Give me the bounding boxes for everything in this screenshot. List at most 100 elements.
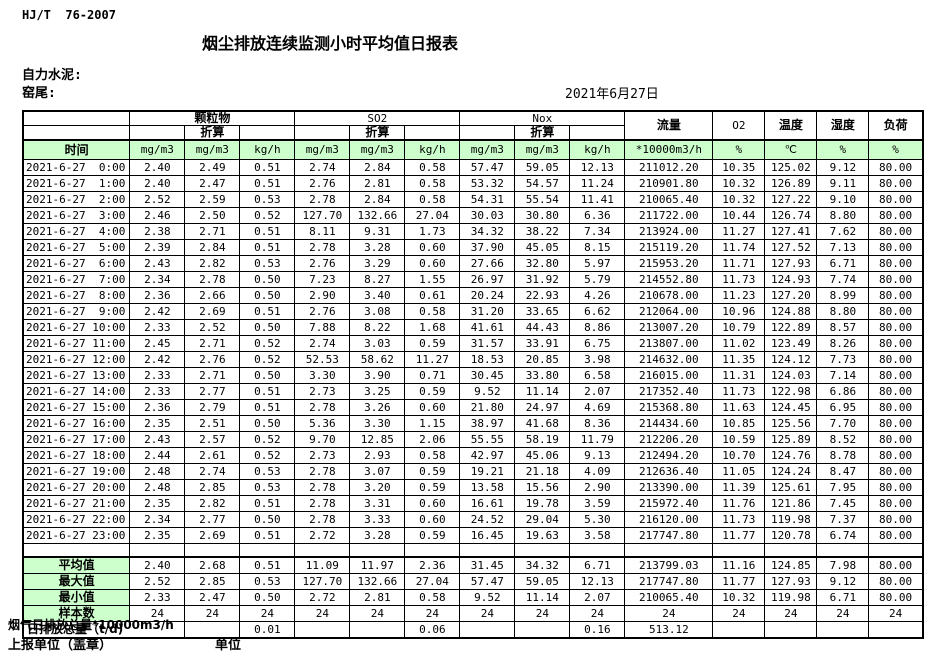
value-cell: 119.98 [764, 511, 818, 529]
value-cell: 127.22 [764, 191, 818, 209]
value-cell: 80.00 [868, 495, 924, 513]
value-cell: 24.97 [514, 399, 571, 417]
value-cell: 10.85 [712, 415, 766, 433]
value-cell: 41.68 [514, 415, 571, 433]
value-cell: 8.27 [349, 271, 406, 289]
value-cell: 11.27 [712, 223, 766, 241]
value-cell: 2.77 [184, 511, 241, 529]
empty-cell [22, 125, 131, 141]
unit-cell: mg/m3 [294, 139, 351, 161]
value-cell: 33.65 [514, 303, 571, 321]
daily-total-cell [294, 621, 351, 639]
value-cell: 0.61 [404, 287, 461, 305]
value-cell: 2.51 [184, 415, 241, 433]
value-cell: 121.86 [764, 495, 818, 513]
value-cell: 22.93 [514, 287, 571, 305]
value-cell: 2.46 [129, 207, 186, 225]
value-cell: 3.28 [349, 239, 406, 257]
daily-total-cell: 0.16 [569, 621, 626, 639]
time-cell: 2021-6-27 5:00 [22, 239, 131, 257]
unit-cell: kg/h [569, 139, 626, 161]
value-cell: 3.25 [349, 383, 406, 401]
empty-cell [404, 125, 461, 141]
value-cell: 15.56 [514, 479, 571, 497]
value-cell: 2.78 [294, 495, 351, 513]
time-cell: 2021-6-27 13:00 [22, 367, 131, 385]
time-cell: 2021-6-27 17:00 [22, 431, 131, 449]
value-cell: 2.90 [569, 479, 626, 497]
value-cell: 2.33 [129, 319, 186, 337]
value-cell: 124.88 [764, 303, 818, 321]
table-row: 2021-6-27 18:00 2.44 2.61 0.52 2.73 2.93 0.58 4… [22, 447, 924, 465]
value-cell: 9.13 [569, 447, 626, 465]
value-cell: 1.73 [404, 223, 461, 241]
company-name: 自力水泥: [22, 68, 82, 83]
value-cell: 57.47 [459, 159, 516, 177]
value-cell: 2.33 [129, 383, 186, 401]
value-cell: 2.48 [129, 463, 186, 481]
converted-label-nox: 折算 [514, 125, 571, 141]
summary-value-cell: 0.53 [239, 573, 296, 591]
header-o2: O2 [712, 110, 766, 141]
value-cell: 80.00 [868, 447, 924, 465]
value-cell: 80.00 [868, 223, 924, 241]
table-row: 2021-6-27 17:00 2.43 2.57 0.52 9.70 12.85 2.06… [22, 431, 924, 449]
location-name: 窑尾: [22, 86, 56, 101]
summary-value-cell: 24 [349, 605, 406, 623]
value-cell: 11.24 [569, 175, 626, 193]
value-cell: 2.39 [129, 239, 186, 257]
value-cell: 80.00 [868, 431, 924, 449]
value-cell: 44.43 [514, 319, 571, 337]
value-cell: 0.58 [404, 303, 461, 321]
table-row: 2021-6-27 12:00 2.42 2.76 0.52 52.53 58.62 11.… [22, 351, 924, 369]
summary-value-cell: 24 [459, 605, 516, 623]
group-particulate: 颗粒物 [129, 110, 296, 127]
value-cell: 7.13 [816, 239, 870, 257]
value-cell: 21.80 [459, 399, 516, 417]
value-cell: 9.10 [816, 191, 870, 209]
value-cell: 2.78 [294, 479, 351, 497]
value-cell: 80.00 [868, 175, 924, 193]
empty-cell [764, 543, 818, 558]
unit-cell: mg/m3 [184, 139, 241, 161]
summary-value-cell: 2.81 [349, 589, 406, 607]
value-cell: 5.30 [569, 511, 626, 529]
value-cell: 2.42 [129, 303, 186, 321]
empty-cell [294, 125, 351, 141]
value-cell: 210901.80 [624, 175, 714, 193]
value-cell: 2.71 [184, 367, 241, 385]
summary-label: 平均值 [22, 556, 131, 575]
time-cell: 2021-6-27 16:00 [22, 415, 131, 433]
table-row: 2021-6-27 16:00 2.35 2.51 0.50 5.36 3.30 1.15 3… [22, 415, 924, 433]
value-cell: 45.05 [514, 239, 571, 257]
value-cell: 10.32 [712, 175, 766, 193]
group-header-row: 颗粒物 SO2 Nox 流量 O2 温度 湿度 负荷 [22, 110, 924, 141]
summary-value-cell: 59.05 [514, 573, 571, 591]
summary-value-cell: 24 [624, 605, 714, 623]
value-cell: 0.59 [404, 527, 461, 545]
value-cell: 8.99 [816, 287, 870, 305]
unit-cell: % [816, 139, 870, 161]
value-cell: 52.53 [294, 351, 351, 369]
table-row: 2021-6-27 0:00 2.40 2.49 0.51 2.74 2.84 0.58 57… [22, 159, 924, 177]
value-cell: 8.57 [816, 319, 870, 337]
unit-cell: *10000m3/h [624, 139, 714, 161]
time-cell: 2021-6-27 7:00 [22, 271, 131, 289]
value-cell: 2.35 [129, 495, 186, 513]
value-cell: 0.52 [239, 447, 296, 465]
value-cell: 125.89 [764, 431, 818, 449]
value-cell: 16.45 [459, 527, 516, 545]
value-cell: 2.93 [349, 447, 406, 465]
value-cell: 3.40 [349, 287, 406, 305]
value-cell: 216015.00 [624, 367, 714, 385]
value-cell: 1.15 [404, 415, 461, 433]
value-cell: 6.95 [816, 399, 870, 417]
value-cell: 9.70 [294, 431, 351, 449]
unit-cell: % [712, 139, 766, 161]
value-cell: 80.00 [868, 319, 924, 337]
value-cell: 2.42 [129, 351, 186, 369]
value-cell: 2.82 [184, 495, 241, 513]
value-cell: 127.93 [764, 255, 818, 273]
table-row: 2021-6-27 14:00 2.33 2.77 0.51 2.73 3.25 0.59 9… [22, 383, 924, 401]
value-cell: 80.00 [868, 463, 924, 481]
